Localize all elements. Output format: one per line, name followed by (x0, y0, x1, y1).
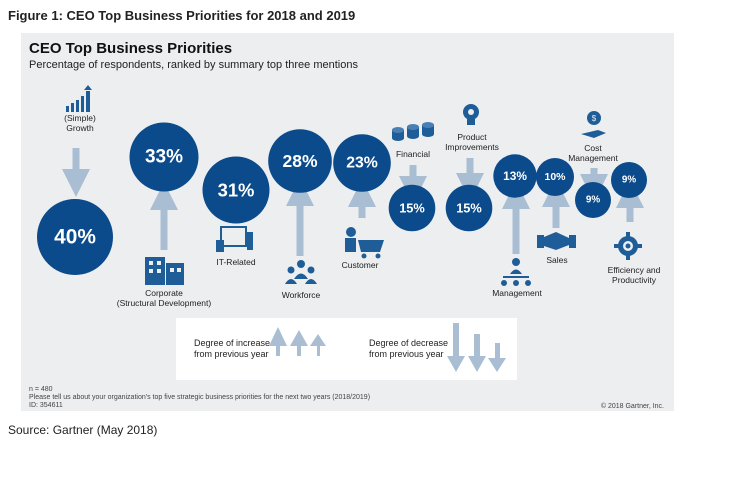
bubble-value-customer: 23% (346, 155, 378, 172)
bubble-value-simple-growth: 40% (54, 226, 96, 249)
bubble-financial (388, 184, 436, 232)
org-chart-icon (501, 258, 531, 286)
bubble-simple-growth (37, 199, 113, 275)
figure-title: Figure 1: CEO Top Business Priorities fo… (8, 8, 356, 23)
bubble-value-efficiency-and-productivity: 9% (622, 175, 636, 186)
legend-increase-arrows (269, 327, 326, 356)
computer-icon (216, 226, 253, 252)
office-building-icon (145, 257, 184, 285)
chart-id-note: ID: 354611 (29, 402, 63, 409)
bubble-value-financial: 15% (399, 201, 425, 216)
bubble-value-product-improvements: 15% (456, 201, 482, 216)
category-label-management: Management (492, 288, 542, 298)
bubble-customer (333, 134, 391, 192)
legend-increase-label: Degree of increase from previous year (194, 338, 271, 359)
bubble-value-sales: 10% (544, 171, 566, 183)
bubble-it-related (202, 156, 270, 224)
category-label-product-improvements: Product Improvements (445, 132, 499, 152)
category-label-simple-growth: (Simple) Growth (64, 113, 96, 133)
bubble-product-improvements (445, 184, 493, 232)
bubble-value-it-related: 31% (218, 180, 255, 201)
bubble-value-workforce: 28% (282, 151, 317, 171)
category-label-sales: Sales (546, 255, 567, 265)
bubble-cost-management (575, 182, 611, 218)
category-label-financial: Financial (396, 149, 430, 159)
gear-person-icon (614, 232, 642, 260)
category-label-it-related: IT-Related (216, 257, 255, 267)
legend-box (176, 318, 517, 380)
category-label-cost-management: Cost Management (568, 143, 618, 163)
hand-coin-icon: $ (581, 111, 606, 138)
chart-subtitle: Percentage of respondents, ranked by sum… (29, 59, 358, 71)
bubble-workforce (268, 129, 332, 193)
legend-decrease-label: Degree of decrease from previous year (369, 338, 449, 359)
category-label-corporate-structural-development: Corporate (Structural Development) (117, 288, 212, 308)
bubble-value-management: 13% (503, 169, 527, 183)
survey-question-note: Please tell us about your organization's… (29, 394, 371, 401)
lightbulb-icon (463, 104, 479, 125)
copyright-note: © 2018 Gartner, Inc. (600, 403, 664, 410)
bubble-value-corporate-structural-development: 33% (145, 147, 183, 168)
category-label-customer: Customer (342, 260, 379, 270)
chart-title: CEO Top Business Priorities (29, 40, 233, 57)
category-label-efficiency-and-productivity: Efficiency and Productivity (608, 265, 661, 285)
bubble-management (493, 154, 537, 198)
sample-size-note: n = 480 (29, 386, 53, 393)
growth-chart-icon (66, 85, 92, 112)
source-note: Source: Gartner (May 2018) (8, 423, 158, 437)
category-label-workforce: Workforce (282, 290, 321, 300)
handshake-icon (537, 232, 576, 250)
workforce-icon (285, 260, 317, 284)
bubble-corporate-structural-development (129, 122, 199, 192)
svg-text:$: $ (592, 114, 597, 123)
bubble-sales (536, 158, 574, 196)
shopping-cart-icon (345, 227, 384, 259)
coins-icon (392, 122, 434, 141)
bubble-value-cost-management: 9% (586, 195, 600, 206)
bubble-efficiency-and-productivity (611, 162, 647, 198)
legend-decrease-arrows (447, 323, 506, 372)
